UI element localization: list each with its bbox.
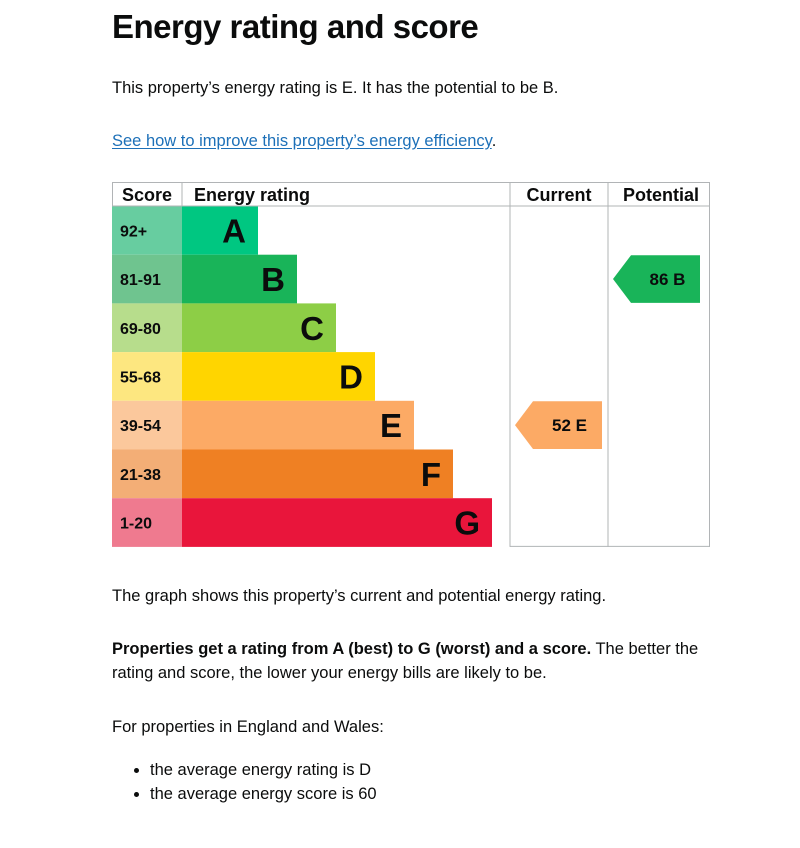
header-current: Current — [526, 185, 591, 205]
potential-rating-arrow — [613, 255, 700, 303]
score-range-e: 39-54 — [120, 418, 161, 435]
ratings-note: Properties get a rating from A (best) to… — [112, 637, 712, 685]
graph-note: The graph shows this property’s current … — [112, 587, 607, 605]
score-range-c: 69-80 — [120, 321, 161, 338]
rating-bar-b — [182, 254, 297, 304]
score-cell-f — [112, 449, 182, 499]
link-suffix: . — [491, 132, 497, 150]
rating-bar-a — [182, 206, 258, 255]
header-energy-rating: Energy rating — [194, 185, 310, 205]
average-rating-item: the average energy rating is D — [150, 758, 377, 782]
score-cell-e — [112, 400, 182, 450]
improve-link-line: See how to improve this property’s energ… — [112, 129, 496, 153]
score-cell-a — [112, 206, 182, 255]
score-range-d: 55-68 — [120, 369, 161, 386]
rating-letter-c: C — [300, 310, 324, 347]
rating-letter-f: F — [421, 456, 441, 493]
rating-bar-c — [182, 303, 336, 353]
intro-text: This property’s energy rating is E. It h… — [112, 79, 559, 97]
rating-letter-d: D — [339, 358, 363, 395]
rating-letter-a: A — [222, 212, 246, 249]
header-potential: Potential — [623, 185, 699, 205]
rating-bar-g — [182, 498, 492, 547]
score-range-b: 81-91 — [120, 272, 161, 289]
rating-bar-f — [182, 449, 453, 499]
potential-rating-label: 86 B — [650, 270, 686, 289]
rating-bar-e — [182, 400, 414, 450]
page-title: Energy rating and score — [112, 8, 479, 45]
score-cell-g — [112, 498, 182, 547]
score-cell-b — [112, 254, 182, 304]
score-cell-c — [112, 303, 182, 353]
score-range-g: 1-20 — [120, 516, 152, 533]
rating-bar-d — [182, 352, 375, 401]
ratings-note-bold: Properties get a rating from A (best) to… — [112, 640, 592, 658]
rating-letter-b: B — [261, 261, 285, 298]
ratings-note-rest: The better the rating and score, the low… — [112, 640, 699, 682]
energy-rating-chart: Score Energy rating Current Potential 92+ A 81… — [112, 182, 710, 547]
score-range-a: 92+ — [120, 223, 147, 240]
score-range-f: 21-38 — [120, 467, 161, 484]
rating-letter-g: G — [454, 505, 480, 542]
region-text: For properties in England and Wales: — [112, 718, 384, 736]
improve-efficiency-link[interactable]: See how to improve this property’s energ… — [112, 132, 492, 150]
current-rating-label: 52 E — [552, 416, 587, 435]
current-rating-arrow — [515, 401, 602, 449]
score-cell-d — [112, 352, 182, 401]
averages-list: the average energy rating is D the avera… — [112, 758, 377, 806]
header-score: Score — [122, 185, 172, 205]
average-score-item: the average energy score is 60 — [150, 782, 377, 806]
rating-letter-e: E — [380, 407, 402, 444]
